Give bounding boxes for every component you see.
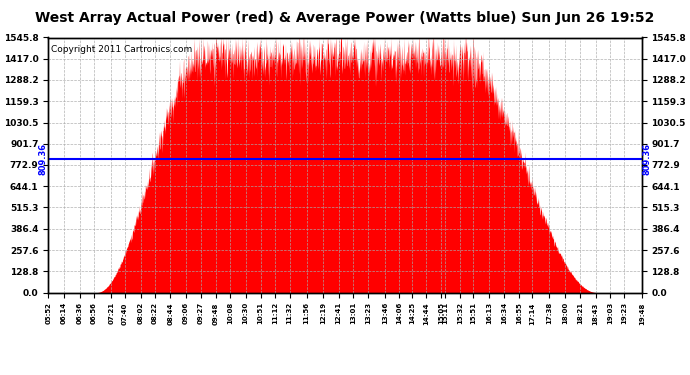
- Text: 809.36: 809.36: [642, 143, 651, 175]
- Text: 809.36: 809.36: [39, 143, 48, 175]
- Text: West Array Actual Power (red) & Average Power (Watts blue) Sun Jun 26 19:52: West Array Actual Power (red) & Average …: [35, 11, 655, 25]
- Text: Copyright 2011 Cartronics.com: Copyright 2011 Cartronics.com: [51, 45, 193, 54]
